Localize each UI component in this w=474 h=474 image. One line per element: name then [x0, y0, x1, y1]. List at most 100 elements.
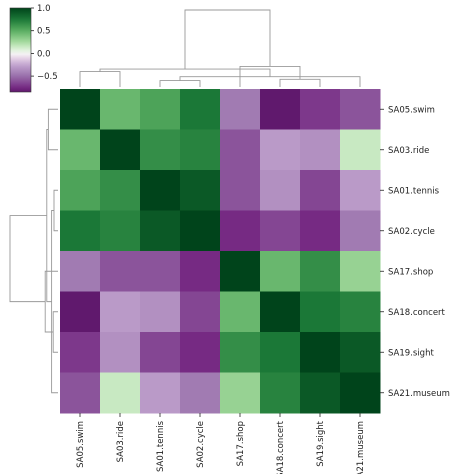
heatmap-cell-SA21.museum-SA02.cycle	[180, 372, 221, 414]
heatmap-cell-SA02.cycle-SA19.sight	[300, 210, 341, 252]
heatmap-cell-SA21.museum-SA01.tennis	[140, 372, 181, 414]
column-dendrogram-link	[159, 80, 201, 87]
heatmap-cell-SA02.cycle-SA18.concert	[260, 210, 301, 252]
heatmap-cell-SA01.tennis-SA17.shop	[220, 170, 261, 211]
heatmap-cell-SA17.shop-SA05.swim	[60, 251, 101, 292]
heatmap-cell-SA05.swim-SA21.museum	[340, 89, 381, 130]
column-dendrogram-link	[279, 78, 321, 87]
heatmap-cell-SA19.sight-SA03.ride	[100, 332, 141, 373]
row-label-SA18.concert: SA18.concert	[388, 308, 446, 318]
row-dendrogram-link	[9, 215, 47, 303]
heatmap-cell-SA03.ride-SA21.museum	[340, 129, 381, 171]
row-label-SA21.museum: SA21.museum	[388, 389, 450, 399]
column-label-SA18.concert: SA18.concert	[276, 420, 286, 474]
colorbar-tick-label: 1.0	[37, 4, 51, 14]
heatmap-cell-SA05.swim-SA02.cycle	[180, 89, 221, 130]
heatmap-cell-SA05.swim-SA18.concert	[260, 89, 301, 130]
heatmap-cell-SA02.cycle-SA02.cycle	[180, 210, 221, 252]
heatmap-cell-SA18.concert-SA01.tennis	[140, 291, 181, 333]
row-label-SA19.sight: SA19.sight	[388, 348, 434, 358]
heatmap-cell-SA03.ride-SA01.tennis	[140, 129, 181, 171]
column-label-SA01.tennis: SA01.tennis	[156, 420, 166, 472]
column-label-SA19.sight: SA19.sight	[316, 420, 326, 466]
heatmap-cell-SA21.museum-SA18.concert	[260, 372, 301, 414]
heatmap-cell-SA19.sight-SA02.cycle	[180, 332, 221, 373]
row-label-SA01.tennis: SA01.tennis	[388, 186, 440, 196]
heatmap-cell-SA17.shop-SA21.museum	[340, 251, 381, 292]
column-label-SA17.shop: SA17.shop	[236, 421, 246, 466]
heatmap-cell-SA18.concert-SA19.sight	[300, 291, 341, 333]
heatmap-cell-SA01.tennis-SA01.tennis	[140, 170, 181, 211]
column-dendrogram-link	[179, 76, 361, 87]
column-dendrogram-link	[99, 68, 271, 77]
row-label-SA03.ride: SA03.ride	[388, 146, 429, 156]
heatmap-cell-SA21.museum-SA05.swim	[60, 372, 101, 414]
heatmap-cell-SA01.tennis-SA03.ride	[100, 170, 141, 211]
column-dendrogram-link	[184, 9, 271, 70]
heatmap-cell-SA02.cycle-SA21.museum	[340, 210, 381, 252]
colorbar-ticks: 1.0 0.5 0.0 −0.5	[31, 4, 58, 82]
row-label-SA05.swim: SA05.swim	[388, 105, 435, 115]
colorbar-tick-label: 0.5	[37, 27, 51, 37]
heatmap-cell-SA01.tennis-SA21.museum	[340, 170, 381, 211]
heatmap-cell-SA03.ride-SA03.ride	[100, 129, 141, 171]
heatmap-cell-SA18.concert-SA21.museum	[340, 291, 381, 333]
column-label-SA05.swim: SA05.swim	[76, 421, 86, 468]
heatmap-cell-SA18.concert-SA17.shop	[220, 291, 261, 333]
heatmap-cell-SA18.concert-SA18.concert	[260, 291, 301, 333]
heatmap-cell-SA05.swim-SA03.ride	[100, 89, 141, 130]
heatmap-cell-SA19.sight-SA17.shop	[220, 332, 261, 373]
heatmap-cell-SA01.tennis-SA05.swim	[60, 170, 101, 211]
heatmap-cell-SA21.museum-SA19.sight	[300, 372, 341, 414]
heatmap-cell-SA03.ride-SA18.concert	[260, 129, 301, 171]
heatmap-cell-SA21.museum-SA21.museum	[340, 372, 381, 414]
heatmap-cell-SA19.sight-SA18.concert	[260, 332, 301, 373]
heatmap-cell-SA19.sight-SA05.swim	[60, 332, 101, 373]
column-label-SA21.museum: SA21.museum	[356, 421, 366, 474]
row-tick-labels: SA05.swim SA03.ride SA01.tennis SA02.cycle S…	[380, 105, 450, 399]
heatmap-cell-SA21.museum-SA17.shop	[220, 372, 261, 414]
column-dendrogram-link	[79, 71, 121, 87]
heatmap-cell-SA05.swim-SA19.sight	[300, 89, 341, 130]
row-label-SA17.shop: SA17.shop	[388, 267, 433, 277]
colorbar-tick-label: 0.0	[37, 49, 51, 59]
colorbar-gradient	[9, 7, 32, 93]
heatmap-cell-SA03.ride-SA19.sight	[300, 129, 341, 171]
heatmap-cell-SA19.sight-SA19.sight	[300, 332, 341, 373]
heatmap-cell-SA02.cycle-SA03.ride	[100, 210, 141, 252]
row-dendrogram-link	[51, 210, 58, 394]
heatmap-cell-SA17.shop-SA17.shop	[220, 251, 261, 292]
heatmap-cells	[60, 89, 381, 414]
heatmap-cell-SA05.swim-SA01.tennis	[140, 89, 181, 130]
row-dendrogram-link	[52, 311, 58, 353]
column-label-SA03.ride: SA03.ride	[116, 421, 126, 462]
heatmap-cell-SA05.swim-SA17.shop	[220, 89, 261, 130]
heatmap-cell-SA19.sight-SA01.tennis	[140, 332, 181, 373]
heatmap-cell-SA01.tennis-SA02.cycle	[180, 170, 221, 211]
column-label-SA02.cycle: SA02.cycle	[196, 421, 206, 468]
colorbar-tick-label: −0.5	[37, 72, 58, 82]
heatmap-cell-SA01.tennis-SA19.sight	[300, 170, 341, 211]
row-dendrogram-link	[53, 189, 58, 232]
heatmap-cell-SA03.ride-SA05.swim	[60, 129, 101, 171]
heatmap-cell-SA17.shop-SA03.ride	[100, 251, 141, 292]
row-dendrogram-link	[46, 129, 52, 303]
colorbar: 1.0 0.5 0.0 −0.5	[9, 4, 58, 93]
heatmap-cell-SA18.concert-SA02.cycle	[180, 291, 221, 333]
heatmap-cell-SA17.shop-SA19.sight	[300, 251, 341, 292]
heatmap-cell-SA03.ride-SA02.cycle	[180, 129, 221, 171]
heatmap-cell-SA02.cycle-SA05.swim	[60, 210, 101, 252]
heatmap-cell-SA17.shop-SA02.cycle	[180, 251, 221, 292]
row-label-SA02.cycle: SA02.cycle	[388, 227, 435, 237]
heatmap-cell-SA21.museum-SA03.ride	[100, 372, 141, 414]
row-dendrogram	[9, 108, 58, 394]
heatmap-cell-SA02.cycle-SA17.shop	[220, 210, 261, 252]
heatmap-cell-SA01.tennis-SA18.concert	[260, 170, 301, 211]
row-dendrogram-link	[47, 108, 58, 151]
column-dendrogram-link	[239, 66, 301, 87]
heatmap-cell-SA17.shop-SA18.concert	[260, 251, 301, 292]
heatmap-cell-SA17.shop-SA01.tennis	[140, 251, 181, 292]
column-dendrogram	[79, 9, 361, 87]
